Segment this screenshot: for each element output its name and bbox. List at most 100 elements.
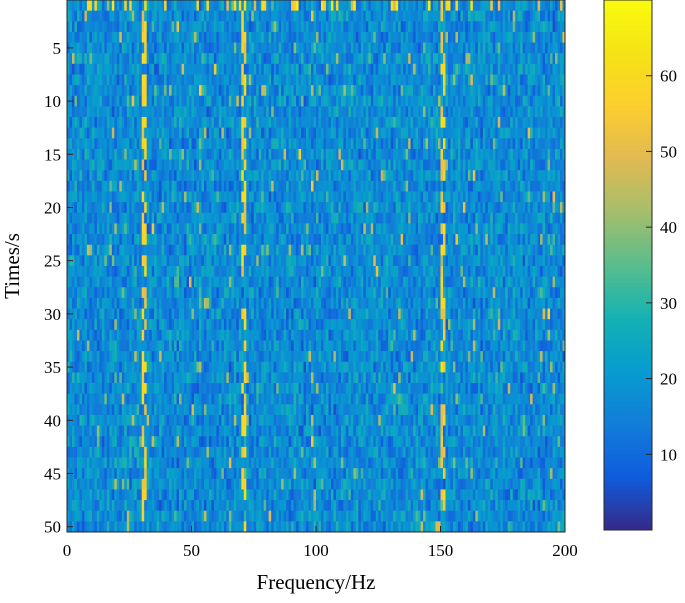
heatmap-cell bbox=[288, 191, 292, 203]
heatmap-cell bbox=[228, 180, 232, 192]
heatmap-cell bbox=[525, 10, 529, 22]
heatmap-cell bbox=[126, 53, 130, 65]
heatmap-cell bbox=[328, 117, 332, 129]
heatmap-cell bbox=[231, 212, 235, 224]
heatmap-cell bbox=[550, 21, 553, 33]
heatmap-cell bbox=[216, 202, 220, 214]
heatmap-cell bbox=[348, 212, 352, 224]
heatmap-cell bbox=[418, 223, 421, 235]
heatmap-cell bbox=[89, 31, 93, 43]
heatmap-cell bbox=[555, 255, 558, 267]
heatmap-cell bbox=[301, 106, 304, 118]
heatmap-cell bbox=[320, 148, 324, 160]
heatmap-cell bbox=[502, 0, 506, 12]
heatmap-cell bbox=[268, 223, 272, 235]
heatmap-cell bbox=[106, 148, 110, 160]
heatmap-cell bbox=[465, 159, 469, 171]
heatmap-cell bbox=[348, 148, 352, 160]
heatmap-cell bbox=[500, 159, 504, 171]
heatmap-cell bbox=[286, 202, 290, 214]
heatmap-cell bbox=[517, 63, 521, 75]
heatmap-cell bbox=[216, 170, 220, 182]
heatmap-cell bbox=[383, 223, 387, 235]
heatmap-cell bbox=[398, 223, 402, 235]
heatmap-cell bbox=[560, 0, 563, 12]
heatmap-cell bbox=[413, 117, 416, 129]
heatmap-cell bbox=[535, 31, 539, 43]
heatmap-cell bbox=[231, 234, 235, 246]
heatmap-cell bbox=[532, 10, 536, 22]
heatmap-cell bbox=[101, 244, 105, 256]
heatmap-cell bbox=[193, 117, 197, 129]
heatmap-cell bbox=[311, 31, 314, 43]
heatmap-cell bbox=[191, 180, 195, 192]
heatmap-cell bbox=[129, 95, 133, 107]
heatmap-cell bbox=[365, 255, 369, 267]
heatmap-cell bbox=[408, 138, 412, 150]
heatmap-cell bbox=[485, 255, 489, 267]
heatmap-cell bbox=[520, 191, 524, 203]
heatmap-cell bbox=[440, 10, 444, 22]
heatmap-cell bbox=[360, 138, 364, 150]
heatmap-cell bbox=[71, 212, 75, 224]
heatmap-cell bbox=[166, 85, 170, 97]
heatmap-cell bbox=[363, 42, 367, 54]
heatmap-cell bbox=[345, 106, 349, 118]
heatmap-cell bbox=[335, 212, 339, 224]
heatmap-cell bbox=[545, 106, 548, 118]
heatmap-cell bbox=[121, 159, 125, 171]
heatmap-cell bbox=[438, 244, 441, 256]
heatmap-cell bbox=[348, 255, 352, 267]
heatmap-cell bbox=[146, 255, 150, 267]
heatmap-cell bbox=[316, 202, 319, 214]
heatmap-cell bbox=[482, 159, 486, 171]
heatmap-cell bbox=[216, 234, 220, 246]
heatmap-cells bbox=[67, 0, 566, 533]
heatmap-cell bbox=[542, 244, 546, 256]
heatmap-cell bbox=[246, 10, 250, 22]
heatmap-cell bbox=[350, 191, 354, 203]
heatmap-cell bbox=[385, 159, 389, 171]
heatmap-cell bbox=[378, 10, 382, 22]
heatmap-cell bbox=[144, 180, 148, 192]
heatmap-cell bbox=[557, 21, 561, 33]
heatmap-cell bbox=[320, 21, 324, 33]
heatmap-cell bbox=[131, 255, 135, 267]
heatmap-cell bbox=[286, 159, 290, 171]
heatmap-cell bbox=[99, 42, 103, 54]
heatmap-cell bbox=[129, 63, 133, 75]
heatmap-cell bbox=[186, 234, 190, 246]
heatmap-cell bbox=[159, 42, 163, 54]
heatmap-cell bbox=[256, 74, 260, 86]
heatmap-cell bbox=[96, 244, 100, 256]
heatmap-cell bbox=[283, 74, 287, 86]
heatmap-cell bbox=[129, 244, 133, 256]
heatmap-cell bbox=[455, 148, 459, 160]
heatmap-cell bbox=[141, 117, 145, 129]
heatmap-cell bbox=[248, 21, 252, 33]
heatmap-cell bbox=[308, 191, 312, 203]
heatmap-cell bbox=[67, 159, 70, 171]
heatmap-cell bbox=[532, 63, 536, 75]
heatmap-cell bbox=[218, 212, 222, 224]
heatmap-cell bbox=[149, 234, 153, 246]
heatmap-cell bbox=[166, 180, 170, 192]
heatmap-cell bbox=[438, 170, 441, 182]
heatmap-cell bbox=[373, 85, 377, 97]
heatmap-cell bbox=[121, 138, 125, 150]
heatmap-cell bbox=[390, 31, 394, 43]
heatmap-cell bbox=[403, 106, 407, 118]
heatmap-cell bbox=[281, 170, 285, 182]
heatmap-cell bbox=[537, 74, 541, 86]
heatmap-cell bbox=[149, 74, 153, 86]
heatmap-cell bbox=[124, 180, 128, 192]
heatmap-cell bbox=[119, 180, 123, 192]
heatmap-cell bbox=[350, 148, 354, 160]
heatmap-cell bbox=[333, 0, 337, 12]
heatmap-cell bbox=[256, 212, 260, 224]
heatmap-cell bbox=[248, 212, 252, 224]
heatmap-cell bbox=[358, 74, 362, 86]
heatmap-cell bbox=[398, 85, 402, 97]
heatmap-cell bbox=[186, 202, 190, 214]
heatmap-cell bbox=[452, 212, 456, 224]
